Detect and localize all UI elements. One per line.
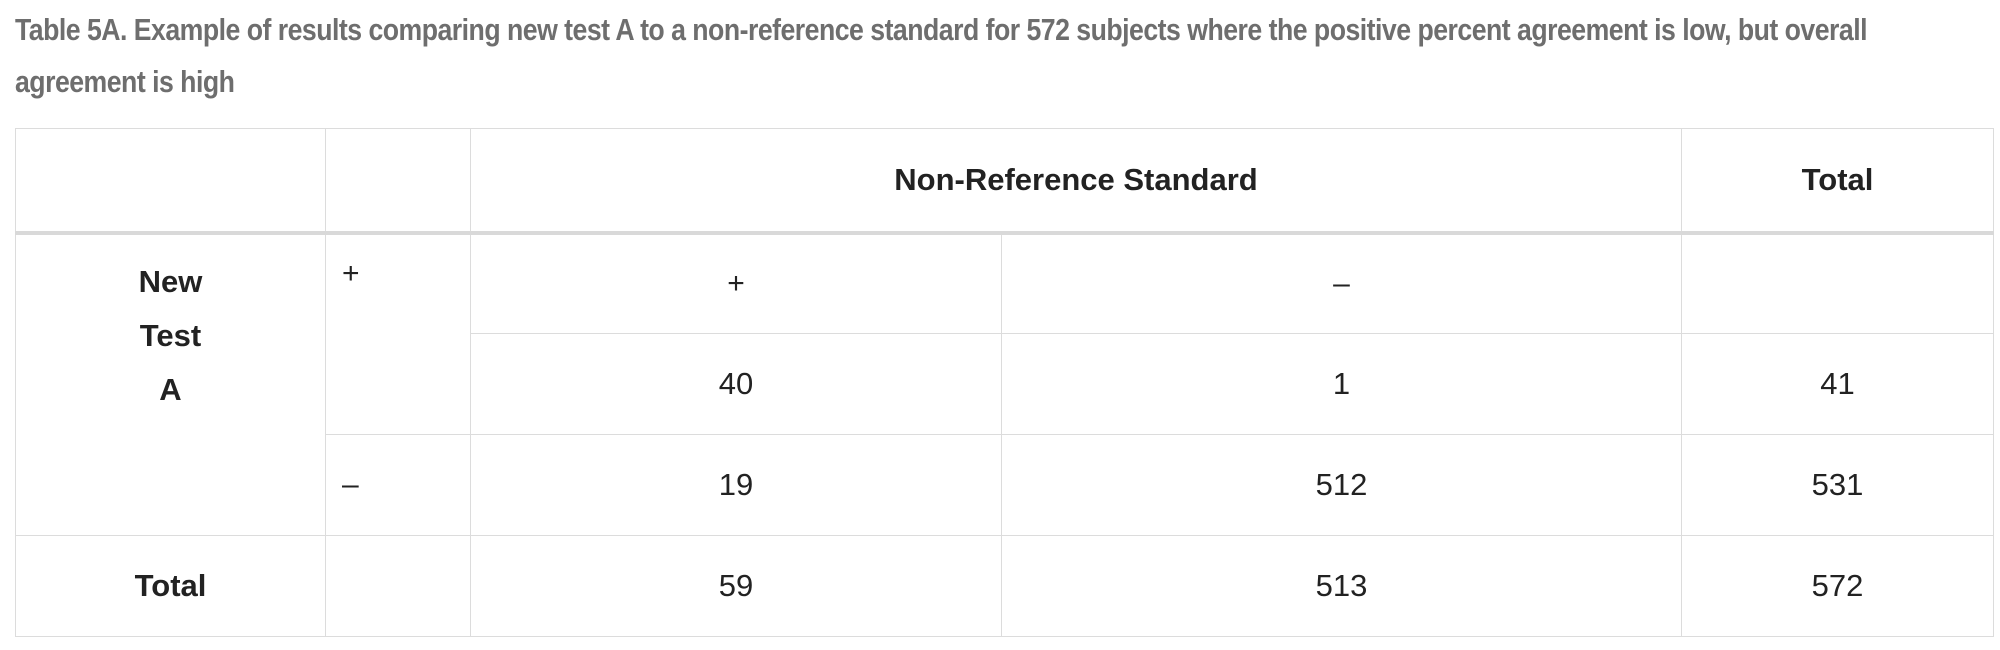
cell-total-pos: 59 — [470, 535, 1002, 637]
table-caption: Table 5A. Example of results comparing n… — [15, 12, 1868, 99]
contingency-table: Non-Reference Standard Total New Test A … — [15, 128, 1994, 637]
column-sign-minus: – — [1001, 232, 1682, 334]
table-row-column-signs: New Test A + + – — [15, 232, 1994, 536]
cell-total-neg: 513 — [1001, 535, 1682, 637]
cell-plus-total: 41 — [1681, 333, 1994, 435]
header-total: Total — [1681, 128, 1994, 235]
cell-plus-pos: 40 — [470, 333, 1002, 435]
cell-minus-neg: 512 — [1001, 434, 1682, 536]
cell-minus-total: 531 — [1681, 434, 1994, 536]
row-group-label-line-2: Test — [139, 317, 202, 353]
empty-cell — [325, 535, 471, 637]
cell-total-total: 572 — [1681, 535, 1994, 637]
table-row-total: Total 59 513 572 — [15, 535, 1994, 637]
header-row: Non-Reference Standard Total — [15, 128, 1994, 235]
table-row-plus: 40 1 41 — [16, 333, 1994, 435]
header-non-reference-standard: Non-Reference Standard — [470, 128, 1682, 235]
cell-minus-pos: 19 — [470, 434, 1002, 536]
cell-plus-neg: 1 — [1001, 333, 1682, 435]
table-row-minus: – 19 512 531 — [16, 434, 1994, 536]
row-group-new-test-a: New Test A — [15, 232, 326, 536]
row-label-total: Total — [15, 535, 326, 637]
header-empty-cell-2 — [325, 128, 471, 235]
column-sign-plus: + — [470, 232, 1002, 334]
row-group-label-line-3: A — [159, 371, 182, 407]
row-sign-plus: + — [325, 232, 471, 435]
empty-cell — [1681, 232, 1994, 334]
row-sign-minus: – — [325, 434, 471, 536]
header-empty-cell-1 — [15, 128, 326, 235]
row-group-label-line-1: New — [138, 263, 203, 299]
